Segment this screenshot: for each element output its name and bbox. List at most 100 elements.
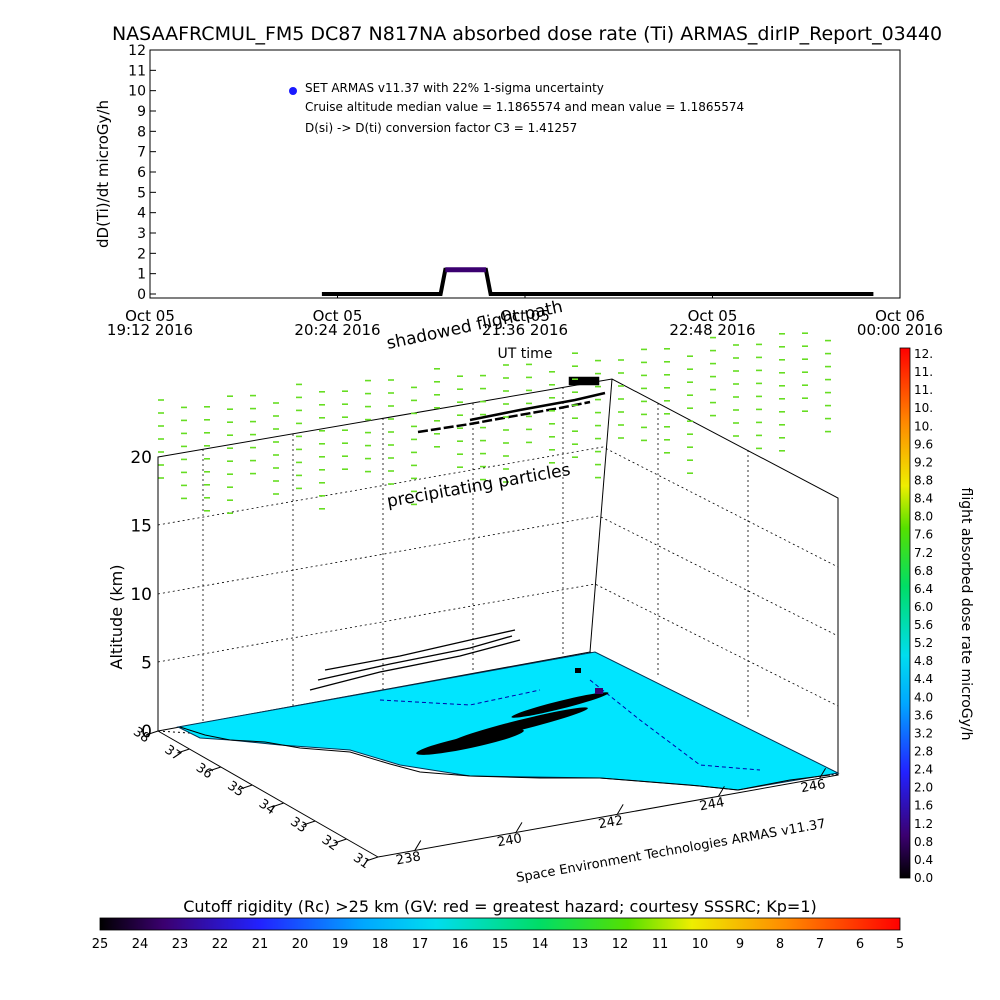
colorbar-tick-label: 10. [914,419,933,433]
cutoff-tick-label: 13 [572,937,589,952]
longitude-ticks: 238 240 242 244 246 [395,768,827,868]
colorbar-tick-label: 4.8 [914,654,933,668]
colorbar-tick-label: 4.0 [914,690,933,704]
cutoff-tick-label: 6 [856,937,864,952]
altitude-tick-label: 15 [130,517,152,537]
x-tick-time: 22:48 2016 [669,321,755,339]
colorbar-tick-label: 1.6 [914,799,933,813]
y-tick-label: 12 [128,43,146,59]
colorbar-tick-label: 11. [914,365,933,379]
cutoff-tick-label: 20 [292,937,309,952]
altitude-label: Altitude (km) [107,565,126,670]
y-tick-label: 3 [137,226,146,242]
colorbar-label: flight absorbed dose rate microGy/h [958,488,974,741]
state-border [589,679,761,771]
colorbar-tick-label: 6.8 [914,564,933,578]
colorbar-tick-label: 5.2 [914,636,933,650]
x-axis-label: UT time [498,346,553,362]
lat-tick-label: 31 [350,850,372,872]
cutoff-tick-label: 24 [132,937,149,952]
lat-tick-mark [240,784,253,790]
cutoff-tick-label: 16 [452,937,469,952]
cutoff-gradient [99,917,901,931]
colorbar-tick-label: 7.6 [914,528,933,542]
x-tick-time: 21:36 2016 [482,321,568,339]
x-tick-date: Oct 05 [125,307,175,325]
y-tick-label: 0 [137,287,146,303]
series-line [321,267,874,296]
colorbar-tick-label: 11. [914,383,933,397]
colorbar-tick-label: 6.4 [914,582,933,596]
colorbar-tick-label: 0.0 [914,871,933,885]
cutoff-tick-label: 21 [252,937,269,952]
lat-tick-label: 32 [319,832,341,854]
colorbar-tick-label: 1.2 [914,817,933,831]
cutoff-tick-label: 17 [412,937,429,952]
lat-tick-label: 33 [287,814,309,836]
annotation-precipitating-particles: precipitating particles [385,460,572,512]
colorbar-tick-label: 2.8 [914,745,933,759]
colorbar-tick-label: 4.4 [914,672,933,686]
altitude-ticks: 0 5 10 15 20 [130,448,152,742]
front-axes [157,457,839,858]
legend-line-1: SET ARMAS v11.37 with 22% 1-sigma uncert… [305,81,604,95]
cutoff-tick-label: 11 [652,937,669,952]
cutoff-tick-label: 5 [896,937,904,952]
cutoff-tick-label: 15 [492,937,509,952]
cutoff-tick-label: 9 [736,937,744,952]
lat-tick-label: 35 [224,778,246,800]
colorbar-tick-label: 0.8 [914,835,933,849]
lat-tick-mark [365,856,379,862]
altitude-tick-label: 5 [141,654,152,674]
colorbar-tick-label: 2.0 [914,781,933,795]
colorbar-tick-label: 5.6 [914,618,933,632]
lat-tick-mark [271,802,284,808]
legend-line-3: D(si) -> D(ti) conversion factor C3 = 1.… [305,121,577,135]
figure-title: NASAAFRCMUL_FM5 DC87 N817NA absorbed dos… [112,23,942,45]
altitude-tick-label: 10 [130,585,152,605]
lon-tick-label: 238 [395,849,422,868]
lon-tick-mark [414,840,422,851]
y-tick-label: 11 [128,63,146,79]
y-tick-label: 10 [128,84,146,100]
cutoff-tick-label: 23 [172,937,189,952]
colorbar-tick-label: 8.0 [914,510,933,524]
lon-tick-mark [717,786,725,797]
low-altitude-track [309,629,521,691]
cutoff-tick-label: 7 [816,937,824,952]
coastline [179,726,831,791]
lon-tick-label: 244 [698,795,725,814]
y-tick-label: 6 [137,165,146,181]
cruise-track [417,376,606,434]
cutoff-rigidity-bar: Cutoff rigidity (Rc) >25 km (GV: red = g… [92,897,904,952]
ground-track-shadow [416,668,609,755]
precipitating-particles [158,332,831,515]
map-floor [176,651,840,791]
colorbar-tick-label: 6.0 [914,600,933,614]
y-tick-label: 2 [137,246,146,262]
credit-label: Space Environment Technologies ARMAS v11… [515,817,827,886]
dose-rate-series [321,267,874,296]
colorbar-gradient [899,347,911,879]
x-tick-date: Oct 05 [313,307,363,325]
x-tick-date: Oct 06 [875,307,925,325]
colorbar-tick-label: 7.2 [914,546,933,560]
y-tick-label: 8 [137,124,146,140]
lat-tick-mark [177,748,190,754]
cutoff-tick-label: 10 [692,937,709,952]
colorbar-tick-label: 8.8 [914,473,933,487]
cutoff-tick-label: 14 [532,937,549,952]
cutoff-tick-label: 18 [372,937,389,952]
x-tick-date: Oct 05 [688,307,738,325]
cutoff-tick-label: 8 [776,937,784,952]
lat-tick-label: 36 [193,760,215,782]
lat-tick-mark [334,838,347,844]
lon-tick-label: 240 [496,831,523,850]
x-tick-time: 00:00 2016 [857,321,943,339]
legend-line-2: Cruise altitude median value = 1.1865574… [305,100,744,114]
state-border-2 [379,689,541,706]
lat-tick-label: 34 [256,796,278,818]
